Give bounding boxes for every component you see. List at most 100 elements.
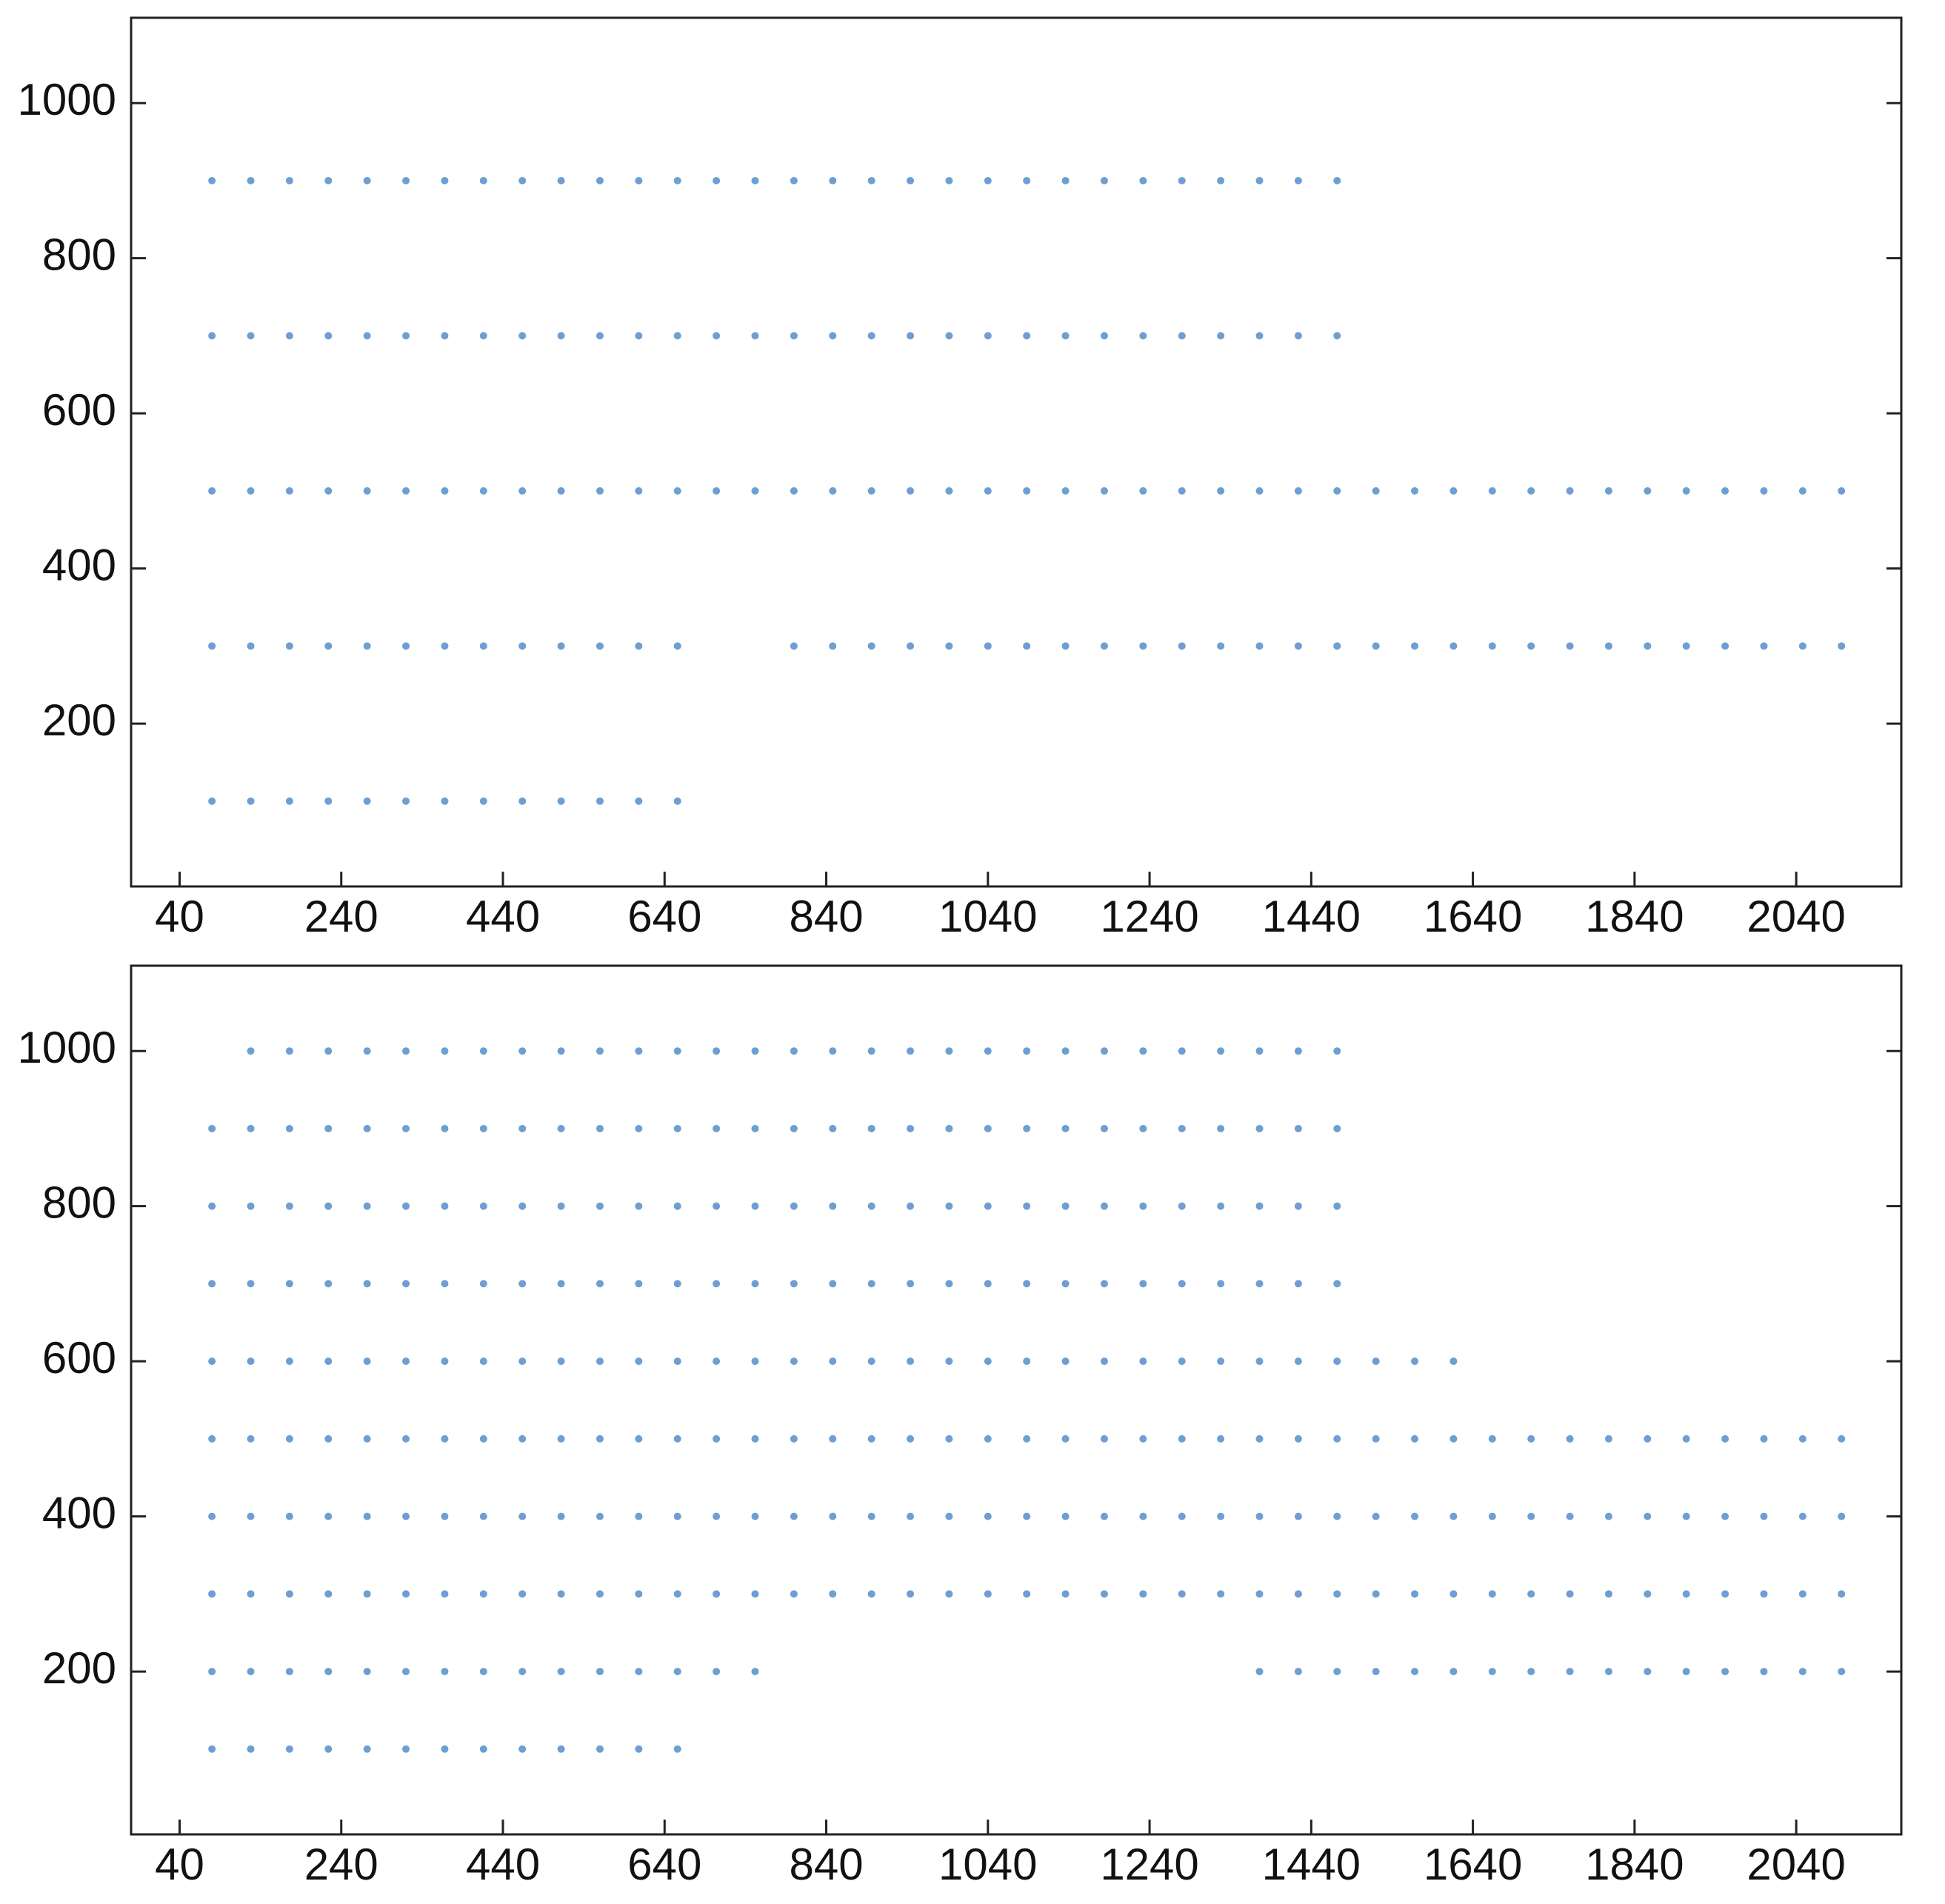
point (518, 1668, 527, 1676)
point (1682, 1434, 1690, 1443)
point (518, 1202, 527, 1210)
y-tick-label: 400 (42, 540, 116, 589)
point (829, 1357, 837, 1366)
x-tick-label: 240 (304, 892, 378, 941)
y-tick-label: 600 (42, 385, 116, 435)
point (1566, 1512, 1574, 1520)
point (1488, 1590, 1496, 1598)
point (247, 332, 255, 340)
point (1217, 642, 1225, 650)
point (595, 1590, 604, 1598)
point (1139, 1280, 1147, 1288)
point (402, 642, 410, 650)
point (557, 1124, 565, 1132)
point (441, 176, 449, 184)
point (479, 1590, 487, 1598)
point (907, 642, 915, 650)
point (1294, 1280, 1302, 1288)
plot-frame (130, 964, 1903, 1836)
point (1798, 642, 1806, 650)
point (1139, 1512, 1147, 1520)
point (1178, 1434, 1186, 1443)
point (1178, 1047, 1186, 1055)
point (1139, 1202, 1147, 1210)
point (1798, 487, 1806, 495)
point (479, 487, 487, 495)
point (1449, 1512, 1458, 1520)
point (324, 797, 333, 805)
point (1798, 1668, 1806, 1676)
point (713, 1590, 721, 1598)
point (518, 642, 527, 650)
y-tick-label: 1000 (18, 75, 116, 124)
point (441, 1280, 449, 1288)
point (635, 1512, 643, 1520)
point (945, 1202, 953, 1210)
point (945, 1047, 953, 1055)
point (479, 1357, 487, 1366)
point (479, 1434, 487, 1443)
point (1838, 642, 1846, 650)
point (518, 332, 527, 340)
point (285, 797, 293, 805)
point (1255, 332, 1264, 340)
point (1139, 332, 1147, 340)
point (595, 642, 604, 650)
point (285, 1357, 293, 1366)
point (285, 1202, 293, 1210)
point (1061, 1124, 1070, 1132)
point (867, 332, 875, 340)
point (1682, 1668, 1690, 1676)
point (402, 176, 410, 184)
point (790, 642, 798, 650)
point (1449, 487, 1458, 495)
point (829, 1124, 837, 1132)
point (557, 1357, 565, 1366)
point (247, 487, 255, 495)
point (1760, 1590, 1768, 1598)
point (1139, 642, 1147, 650)
point (363, 1280, 371, 1288)
point (1100, 487, 1108, 495)
point (1255, 1434, 1264, 1443)
point (479, 332, 487, 340)
point (1217, 1512, 1225, 1520)
point (945, 1512, 953, 1520)
point (402, 1512, 410, 1520)
point (363, 487, 371, 495)
point (1061, 1047, 1070, 1055)
point (790, 176, 798, 184)
point (1178, 642, 1186, 650)
point (1178, 1590, 1186, 1598)
point (208, 797, 216, 805)
point (247, 1357, 255, 1366)
point (441, 1202, 449, 1210)
point (984, 1280, 992, 1288)
point (635, 1745, 643, 1753)
point (1139, 1357, 1147, 1366)
point (441, 642, 449, 650)
point (751, 1590, 759, 1598)
point (1178, 332, 1186, 340)
x-tick-label: 2040 (1747, 1840, 1845, 1889)
point (1760, 1434, 1768, 1443)
point (1139, 1590, 1147, 1598)
point (247, 1280, 255, 1288)
point (1100, 1280, 1108, 1288)
point (751, 332, 759, 340)
point (1255, 1202, 1264, 1210)
x-tick-label: 40 (155, 1840, 204, 1889)
point (829, 487, 837, 495)
point (285, 1745, 293, 1753)
point (247, 642, 255, 650)
point (1333, 1668, 1341, 1676)
point (867, 1124, 875, 1132)
point (673, 1047, 681, 1055)
point (1838, 1512, 1846, 1520)
point (1372, 1590, 1380, 1598)
point (1798, 1512, 1806, 1520)
point (208, 1434, 216, 1443)
x-tick-label: 640 (627, 892, 701, 941)
point (1644, 1512, 1652, 1520)
point (518, 1357, 527, 1366)
